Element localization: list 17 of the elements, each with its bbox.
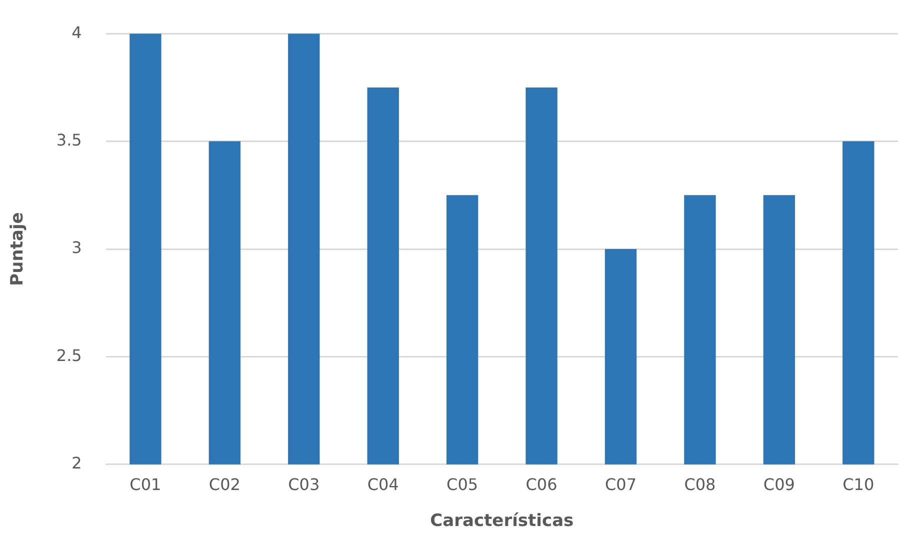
x-tick-label: C10 <box>842 475 874 494</box>
x-tick-label: C04 <box>367 475 399 494</box>
y-tick-label: 3 <box>72 238 82 258</box>
x-tick-label: C09 <box>763 475 795 494</box>
y-tick-label: 2.5 <box>56 346 82 365</box>
x-tick-label: C03 <box>288 475 320 494</box>
y-tick-label: 4 <box>72 22 82 42</box>
y-axis-title: Puntaje <box>8 212 28 286</box>
x-tick-label: C02 <box>208 475 240 494</box>
x-tick-label: C05 <box>446 475 478 494</box>
y-tick-label: 2 <box>72 454 82 473</box>
x-tick-label: C06 <box>526 475 558 494</box>
y-tick-label: 3.5 <box>56 130 82 150</box>
x-tick-label: C07 <box>604 475 637 494</box>
x-tick-label: C08 <box>684 475 716 494</box>
x-tick-label: C01 <box>130 475 162 494</box>
x-axis-title: Características <box>430 511 574 532</box>
